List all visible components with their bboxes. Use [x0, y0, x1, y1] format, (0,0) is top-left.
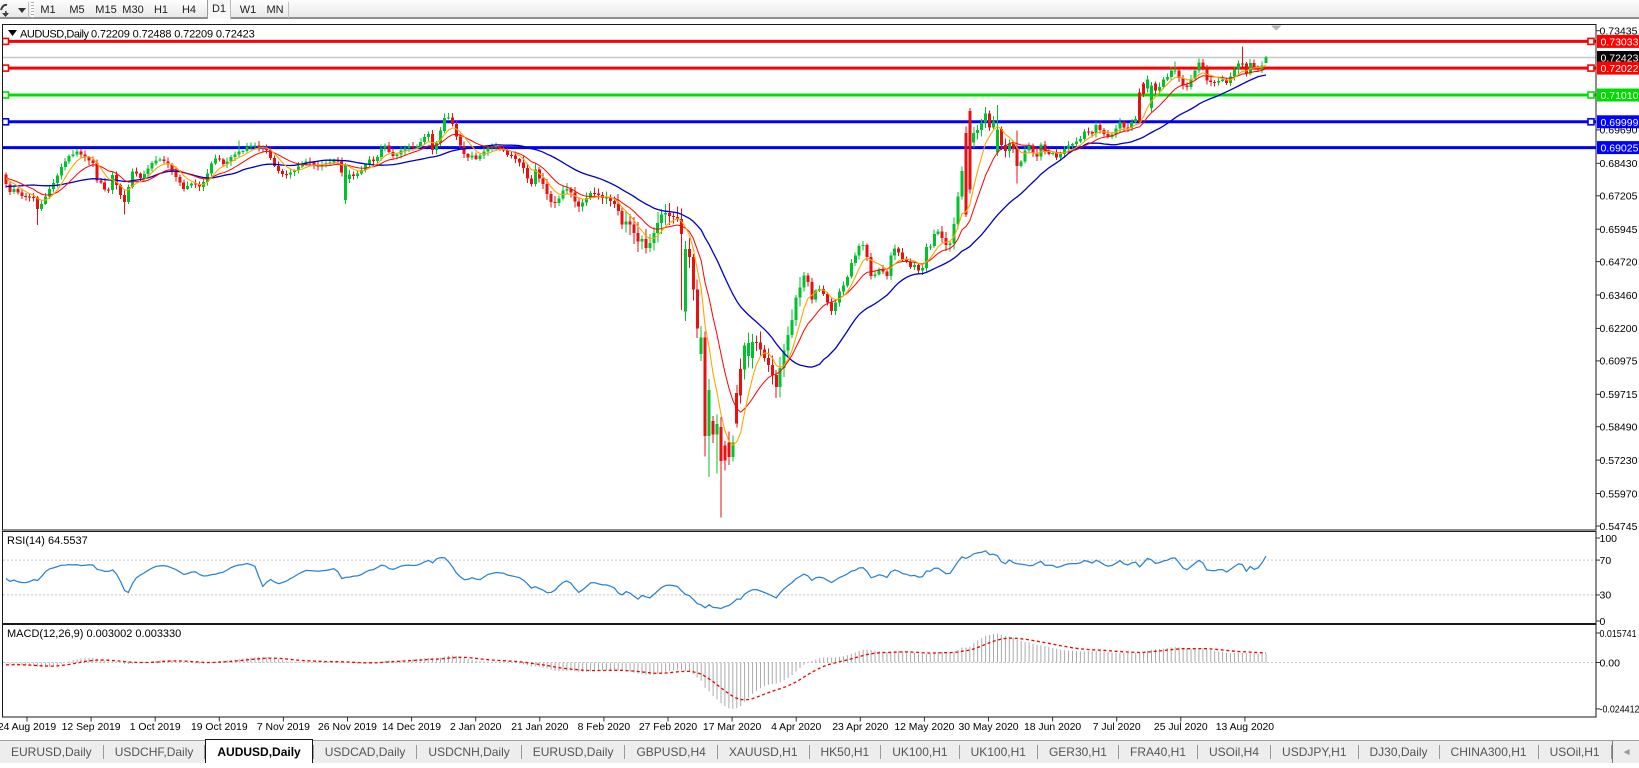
svg-text:25 Jul 2020: 25 Jul 2020 [1154, 722, 1208, 733]
svg-text:14 Dec 2019: 14 Dec 2019 [382, 722, 441, 733]
svg-text:21 Jan 2020: 21 Jan 2020 [511, 722, 568, 733]
svg-text:0.69025: 0.69025 [1601, 143, 1639, 155]
svg-text:7 Jul 2020: 7 Jul 2020 [1093, 722, 1141, 733]
svg-text:-0.024412: -0.024412 [1600, 704, 1639, 716]
svg-text:100: 100 [1600, 533, 1618, 545]
svg-text:0.63460: 0.63460 [1600, 290, 1638, 302]
svg-text:30 May 2020: 30 May 2020 [958, 722, 1018, 733]
svg-text:0.71010: 0.71010 [1601, 90, 1639, 102]
svg-text:MACD(12,26,9) 0.003002 0.00333: MACD(12,26,9) 0.003002 0.003330 [7, 628, 181, 640]
svg-text:0.62200: 0.62200 [1600, 323, 1638, 335]
svg-text:0: 0 [1600, 616, 1606, 628]
svg-text:0.72022: 0.72022 [1601, 63, 1639, 75]
svg-text:0.68430: 0.68430 [1600, 158, 1638, 170]
svg-text:AUDUSD,Daily: AUDUSD,Daily [20, 29, 90, 41]
svg-text:12 May 2020: 12 May 2020 [894, 722, 954, 733]
svg-text:19 Oct 2019: 19 Oct 2019 [191, 722, 248, 733]
svg-text:24 Aug 2019: 24 Aug 2019 [0, 722, 56, 733]
svg-text:27 Feb 2020: 27 Feb 2020 [639, 722, 698, 733]
svg-text:0.59715: 0.59715 [1600, 389, 1638, 401]
svg-text:8 Feb 2020: 8 Feb 2020 [578, 722, 631, 733]
svg-text:13 Aug 2020: 13 Aug 2020 [1216, 722, 1275, 733]
svg-text:12 Sep 2019: 12 Sep 2019 [62, 722, 121, 733]
svg-text:0.67205: 0.67205 [1600, 191, 1638, 203]
svg-text:4 Apr 2020: 4 Apr 2020 [771, 722, 821, 733]
svg-text:0.73033: 0.73033 [1601, 36, 1639, 48]
svg-text:0.54745: 0.54745 [1600, 521, 1638, 533]
svg-text:0.57230: 0.57230 [1600, 455, 1638, 467]
svg-text:23 Apr 2020: 23 Apr 2020 [832, 722, 888, 733]
svg-text:0.65945: 0.65945 [1600, 224, 1638, 236]
svg-text:0.00: 0.00 [1600, 657, 1621, 669]
svg-text:0.72209 0.72488 0.72209 0.7242: 0.72209 0.72488 0.72209 0.72423 [91, 29, 255, 41]
svg-text:18 Jun 2020: 18 Jun 2020 [1024, 722, 1081, 733]
svg-text:70: 70 [1600, 555, 1612, 567]
svg-text:0.55970: 0.55970 [1600, 488, 1638, 500]
svg-text:26 Nov 2019: 26 Nov 2019 [318, 722, 377, 733]
svg-text:0.60975: 0.60975 [1600, 356, 1638, 368]
svg-text:0.015741: 0.015741 [1600, 628, 1637, 640]
svg-text:30: 30 [1600, 590, 1612, 602]
svg-text:0.58490: 0.58490 [1600, 422, 1638, 434]
svg-text:0.69999: 0.69999 [1601, 117, 1639, 129]
svg-text:2 Jan 2020: 2 Jan 2020 [450, 722, 502, 733]
svg-text:17 Mar 2020: 17 Mar 2020 [703, 722, 762, 733]
svg-text:1 Oct 2019: 1 Oct 2019 [130, 722, 181, 733]
svg-text:0.64720: 0.64720 [1600, 256, 1638, 268]
svg-text:7 Nov 2019: 7 Nov 2019 [257, 722, 310, 733]
svg-text:RSI(14) 64.5537: RSI(14) 64.5537 [7, 535, 88, 547]
